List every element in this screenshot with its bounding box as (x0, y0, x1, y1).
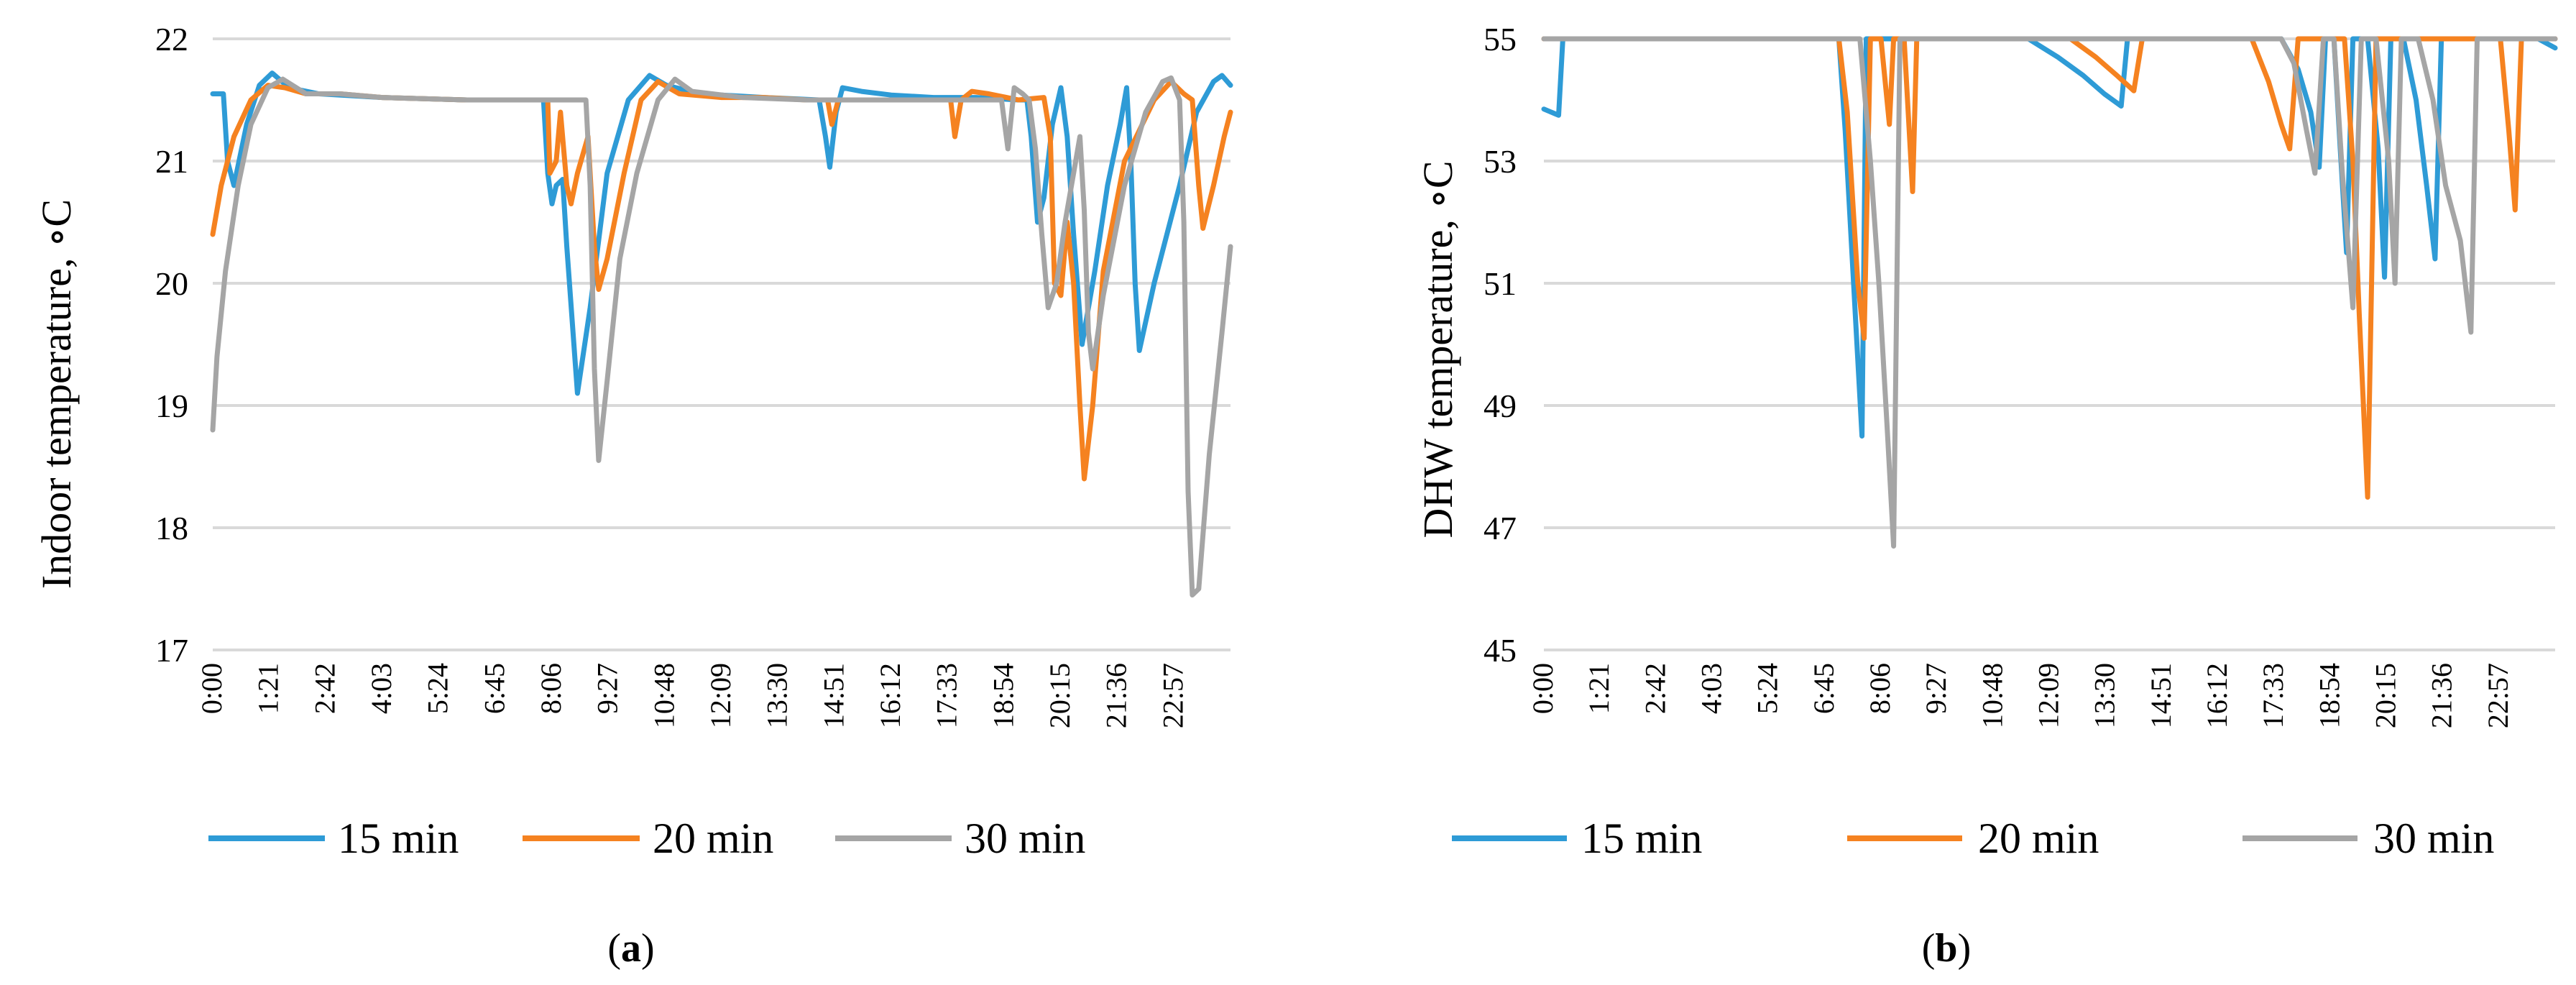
chart-b-x-ticks: 0:00 1:21 2:42 4:03 5:24 6:45 8:06 9:27 10:48 12:… (1527, 663, 2514, 728)
x-tick-label: 4:03 (365, 663, 397, 714)
y-tick-label: 45 (1484, 632, 1517, 669)
chart-b-y-axis-label: DHW temperature, ∘C (1414, 160, 1461, 538)
x-tick-label: 21:36 (2426, 663, 2458, 728)
x-tick-label: 5:24 (422, 663, 454, 714)
x-tick-label: 22:57 (1156, 663, 1189, 728)
chart-a-caption-open: ( (607, 926, 621, 971)
chart-b-gridlines (1544, 37, 2555, 651)
x-tick-label: 20:15 (2370, 663, 2402, 728)
chart-a-x-ticks: 0:00 1:21 2:42 4:03 5:24 6:45 8:06 9:27 10:48 12:… (196, 663, 1189, 728)
x-tick-label: 16:12 (874, 663, 906, 728)
x-tick-label: 10:48 (1976, 663, 2008, 728)
series-line-30-min (1541, 36, 2558, 549)
x-tick-label: 1:21 (1583, 663, 1615, 714)
y-tick-label: 19 (155, 388, 188, 424)
x-tick-label: 21:36 (1100, 663, 1133, 728)
chart-a-caption-close: ) (641, 926, 655, 971)
chart-a-series (210, 70, 1233, 597)
x-tick-label: 6:45 (478, 663, 510, 714)
x-tick-label: 2:42 (1639, 663, 1671, 714)
x-tick-label: 8:06 (1864, 663, 1896, 714)
x-tick-label: 2:42 (308, 663, 341, 714)
chart-a-y-ticks: 17 18 19 20 21 22 (155, 21, 188, 669)
y-tick-label: 51 (1484, 265, 1517, 302)
x-tick-label: 12:09 (2033, 663, 2065, 728)
y-tick-label: 21 (155, 143, 188, 180)
x-tick-label: 10:48 (648, 663, 680, 728)
x-tick-label: 9:27 (1920, 663, 1952, 714)
x-tick-label: 4:03 (1696, 663, 1728, 714)
y-tick-label: 53 (1484, 143, 1517, 180)
chart-a-caption-letter: a (621, 926, 641, 971)
y-tick-label: 22 (155, 21, 188, 58)
x-tick-label: 14:51 (817, 663, 850, 728)
x-tick-label: 12:09 (704, 663, 737, 728)
x-tick-label: 8:06 (535, 663, 567, 714)
x-tick-label: 5:24 (1752, 663, 1784, 714)
chart-b-caption-open: ( (1922, 926, 1936, 971)
chart-b-caption-letter: b (1935, 926, 1957, 971)
chart-a-indoor-temperature: 17 18 19 20 21 22 0:00 1:21 2:42 4:03 5:24 6:45 8:0… (33, 21, 1233, 971)
y-tick-label: 20 (155, 265, 188, 302)
legend-label: 20 min (653, 815, 773, 862)
y-tick-label: 47 (1484, 510, 1517, 546)
series-line-15-min (1541, 36, 2558, 439)
chart-b-legend: 15 min 20 min 30 min (1452, 815, 2494, 862)
legend-label: 15 min (1581, 815, 1702, 862)
x-tick-label: 13:30 (2089, 663, 2121, 728)
x-tick-label: 13:30 (761, 663, 794, 728)
x-tick-label: 1:21 (252, 663, 285, 714)
chart-a-gridlines (213, 37, 1230, 651)
chart-a-caption: (a) (607, 926, 654, 971)
y-tick-label: 17 (155, 632, 188, 669)
chart-a-legend: 15 min 20 min 30 min (208, 815, 1085, 862)
legend-label: 20 min (1978, 815, 2099, 862)
x-tick-label: 20:15 (1044, 663, 1076, 728)
chart-b-dhw-temperature: 45 47 49 51 53 55 0:00 1:21 2:42 4:03 5:24 6:45 8:0… (1414, 21, 2558, 971)
chart-b-caption-close: ) (1958, 926, 1972, 971)
legend-label: 30 min (965, 815, 1085, 862)
x-tick-label: 18:54 (2313, 663, 2345, 728)
x-tick-label: 17:33 (931, 663, 963, 728)
x-tick-label: 17:33 (2257, 663, 2289, 728)
x-tick-label: 6:45 (1808, 663, 1840, 714)
x-tick-label: 18:54 (987, 663, 1019, 728)
x-tick-label: 14:51 (2145, 663, 2177, 728)
x-tick-label: 16:12 (2201, 663, 2233, 728)
chart-b-caption: (b) (1922, 926, 1971, 971)
y-tick-label: 55 (1484, 21, 1517, 58)
chart-a-y-axis-label: Indoor temperature, ∘C (33, 199, 80, 589)
legend-label: 15 min (338, 815, 459, 862)
chart-b-y-ticks: 45 47 49 51 53 55 (1484, 21, 1517, 669)
x-tick-label: 9:27 (592, 663, 624, 714)
legend-label: 30 min (2373, 815, 2494, 862)
y-tick-label: 49 (1484, 388, 1517, 424)
series-line-30-min (210, 75, 1233, 597)
series-line-20-min (1541, 36, 2558, 500)
chart-b-series (1541, 36, 2558, 549)
x-tick-label: 0:00 (196, 663, 228, 714)
x-tick-label: 22:57 (2482, 663, 2514, 728)
y-tick-label: 18 (155, 510, 188, 546)
x-tick-label: 0:00 (1527, 663, 1559, 714)
